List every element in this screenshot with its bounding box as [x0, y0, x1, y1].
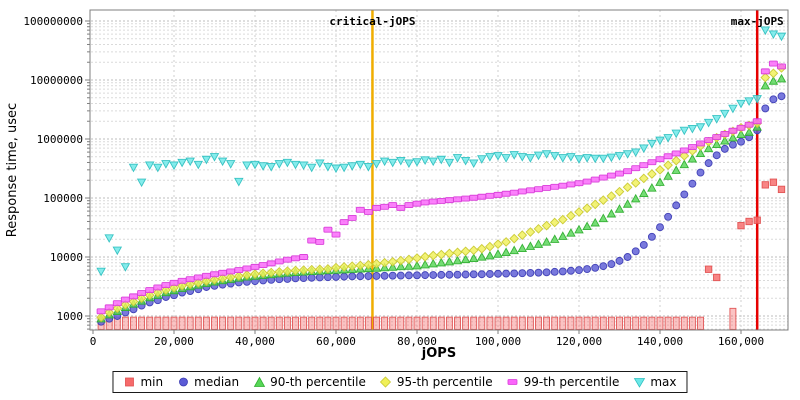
legend-label: 99-th percentile — [523, 375, 620, 389]
legend-marker-diamond-icon — [380, 376, 392, 388]
x-tick-label: 0 — [90, 335, 97, 348]
y-tick-label: 1000 — [57, 310, 84, 323]
gridlines — [91, 10, 788, 330]
legend-item-95-th-percentile: 95-th percentile — [380, 375, 493, 389]
y-tick-label: 1000000 — [37, 133, 83, 146]
x-tick-label: 60,000 — [316, 335, 356, 348]
x-tick-label: 80,000 — [397, 335, 437, 348]
legend-label: 95-th percentile — [396, 375, 493, 389]
critical-jOPS-label: critical-jOPS — [329, 15, 415, 28]
series-99-th-percentile — [96, 60, 786, 315]
legend: min median 90-th percentile 95-th percentil… — [112, 371, 688, 393]
y-axis-title: Response time, usec — [5, 103, 20, 237]
legend-marker-hbar-icon — [507, 379, 518, 385]
legend-label: 90-th percentile — [270, 375, 366, 389]
x-tick-label: 160,000 — [718, 335, 764, 348]
legend-marker-triangle-down-icon — [633, 378, 646, 388]
y-tick-label: 100000000 — [23, 15, 83, 28]
x-tick-label: 140,000 — [637, 335, 683, 348]
legend-label: min — [140, 375, 164, 389]
legend-item-90-th-percentile: 90-th percentile — [253, 375, 366, 389]
x-tick-label: 20,000 — [154, 335, 194, 348]
max-jOPS-label: max-jOPS — [731, 15, 784, 28]
y-tick-label: 10000000 — [30, 74, 83, 87]
y-tick-label: 100000 — [43, 192, 83, 205]
y-tick-label: 10000 — [50, 251, 83, 264]
axis-ticks-and-labels: 0 20,000 40,000 60,000 80,000 100,000 120,000 1… — [23, 15, 764, 348]
legend-item-99-th-percentile: 99-th percentile — [507, 375, 620, 389]
legend-item-median: median — [177, 375, 239, 389]
legend-label: max — [650, 375, 677, 389]
x-tick-label: 100,000 — [475, 335, 521, 348]
legend-marker-triangle-up-icon — [253, 376, 265, 387]
legend-label: median — [194, 375, 240, 389]
legend-item-max: max — [633, 375, 677, 389]
x-axis-title: jOPS — [421, 346, 456, 361]
annotation-lines — [371, 10, 759, 330]
legend-item-min: min — [123, 375, 163, 389]
annotation-labels: critical-jOPS max-jOPS — [329, 15, 783, 28]
legend-marker-circle-icon — [178, 377, 188, 387]
legend-marker-square-icon — [125, 377, 134, 387]
x-tick-label: 120,000 — [556, 335, 602, 348]
series-min — [97, 178, 786, 330]
series-max — [96, 26, 787, 277]
x-tick-label: 40,000 — [235, 335, 275, 348]
data-series — [96, 26, 787, 330]
